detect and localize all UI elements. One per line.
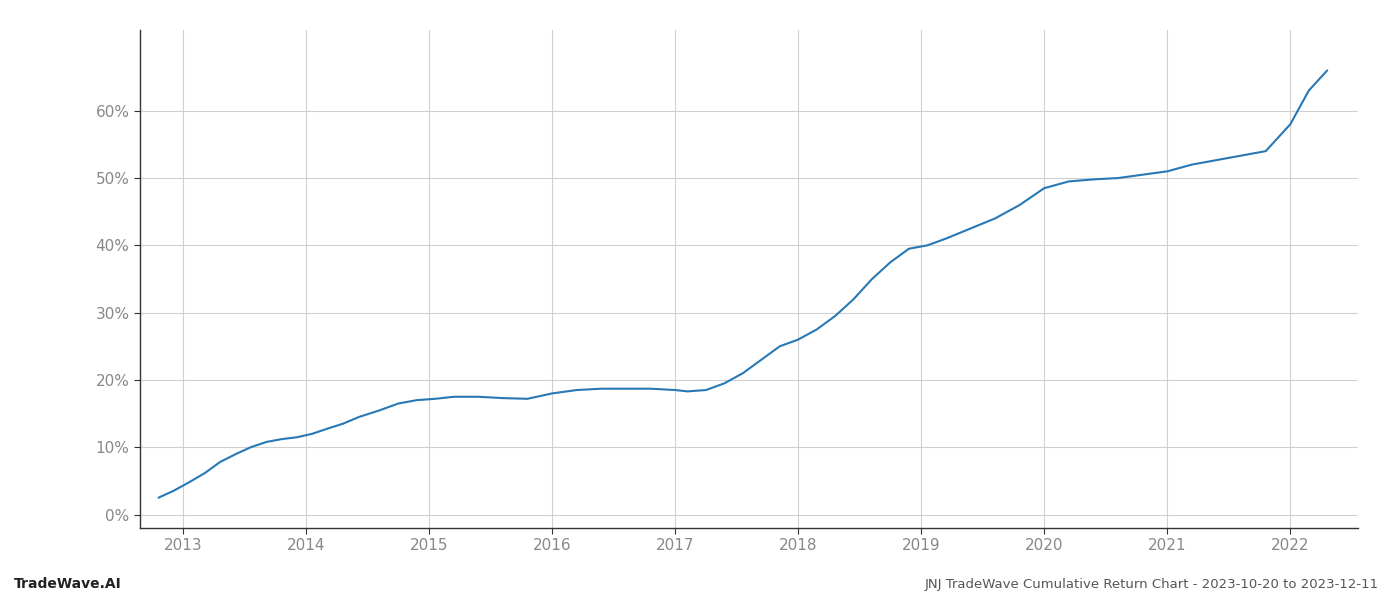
Text: TradeWave.AI: TradeWave.AI (14, 577, 122, 591)
Text: JNJ TradeWave Cumulative Return Chart - 2023-10-20 to 2023-12-11: JNJ TradeWave Cumulative Return Chart - … (925, 578, 1379, 591)
